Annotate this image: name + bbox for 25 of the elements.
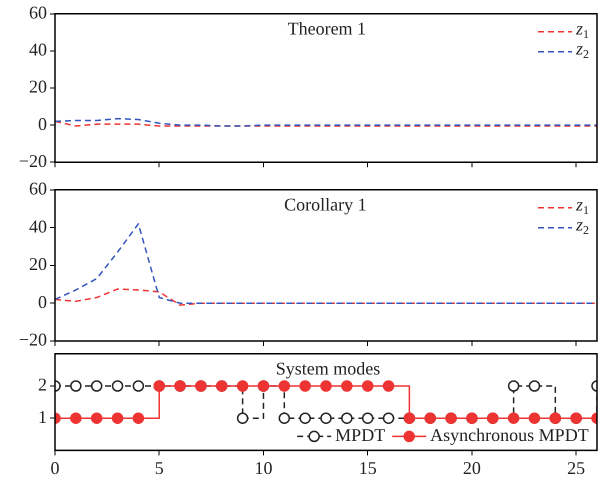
y-tick-label: −20 <box>18 150 47 171</box>
legend-label: MPDT <box>335 425 386 446</box>
legend-label: Asynchronous MPDT <box>430 425 589 446</box>
y-tick-label: 0 <box>38 292 47 312</box>
y-tick-label: 40 <box>29 40 47 60</box>
x-tick-label: 10 <box>254 458 272 478</box>
y-tick-label: 2 <box>38 374 47 395</box>
y-tick-label: 0 <box>38 114 47 134</box>
x-tick-label: 20 <box>462 458 481 478</box>
chart-title: Theorem 1 <box>288 18 366 39</box>
x-tick-label: 0 <box>50 458 60 478</box>
y-tick-label: 20 <box>29 76 47 97</box>
chart-title: System modes <box>276 358 380 379</box>
y-tick-label: 60 <box>29 2 47 23</box>
chart-title: Corollary 1 <box>284 194 367 215</box>
line-series <box>55 288 597 306</box>
y-tick-label: 40 <box>29 216 47 236</box>
line-series <box>55 118 597 127</box>
y-tick-label: 1 <box>38 406 47 427</box>
y-tick-label: 20 <box>29 254 47 274</box>
x-tick-label: 15 <box>358 458 377 478</box>
y-tick-label: 60 <box>29 178 47 199</box>
x-tick-label: 25 <box>567 458 586 478</box>
x-tick-label: 5 <box>154 458 164 478</box>
y-tick-label: −20 <box>18 330 47 350</box>
